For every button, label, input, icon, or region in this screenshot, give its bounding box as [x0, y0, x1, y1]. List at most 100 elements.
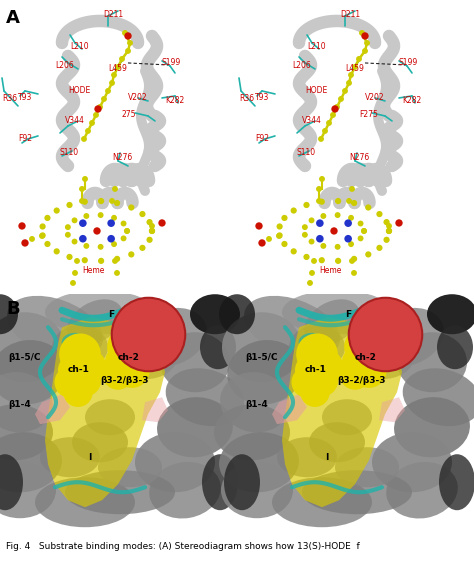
Point	[313, 350, 321, 359]
Point	[71, 237, 78, 246]
Point	[255, 221, 263, 230]
Point	[126, 38, 134, 48]
Ellipse shape	[386, 462, 458, 519]
Text: β1-5/C: β1-5/C	[245, 353, 277, 362]
Point	[303, 200, 310, 210]
Point	[79, 218, 87, 228]
Text: β1-4: β1-4	[8, 400, 31, 409]
Point	[18, 221, 26, 230]
Point	[148, 226, 156, 236]
Point	[81, 174, 89, 183]
Ellipse shape	[427, 294, 474, 334]
Point	[100, 94, 108, 104]
Point	[38, 231, 46, 240]
Point	[64, 222, 72, 232]
Point	[71, 216, 78, 225]
Ellipse shape	[0, 462, 56, 518]
Point	[329, 111, 337, 120]
Point	[123, 226, 131, 236]
Point	[316, 218, 324, 228]
Point	[94, 104, 102, 113]
Point	[365, 250, 372, 259]
Point	[97, 256, 105, 265]
Point	[258, 238, 266, 247]
Ellipse shape	[219, 432, 299, 492]
Point	[376, 243, 383, 253]
Point	[78, 184, 86, 194]
Text: F92: F92	[255, 134, 269, 143]
Ellipse shape	[0, 294, 18, 334]
Point	[321, 126, 329, 136]
Text: L206: L206	[55, 62, 74, 70]
Point	[96, 102, 104, 112]
Ellipse shape	[403, 368, 474, 426]
Point	[395, 218, 403, 228]
Point	[381, 329, 389, 339]
Ellipse shape	[85, 399, 135, 435]
Point	[290, 247, 298, 256]
Point	[111, 256, 119, 265]
Ellipse shape	[72, 422, 128, 462]
Point	[124, 47, 132, 56]
Text: N276: N276	[112, 154, 132, 162]
Point	[311, 388, 319, 397]
Ellipse shape	[135, 432, 215, 492]
Point	[148, 221, 156, 230]
Point	[348, 256, 356, 265]
Point	[385, 226, 393, 236]
Text: N276: N276	[349, 154, 369, 162]
Point	[53, 247, 61, 256]
Point	[97, 211, 104, 220]
Point	[306, 278, 314, 288]
Point	[128, 250, 135, 259]
Text: R36: R36	[2, 94, 17, 104]
Point	[334, 242, 341, 251]
Point	[355, 357, 363, 367]
Point	[80, 134, 88, 144]
Point	[120, 234, 128, 243]
Point	[139, 243, 146, 253]
Point	[351, 370, 359, 379]
Point	[81, 255, 89, 265]
Point	[123, 226, 131, 236]
Polygon shape	[45, 317, 165, 508]
Point	[110, 213, 118, 222]
Ellipse shape	[397, 332, 467, 392]
Point	[301, 222, 309, 232]
Text: L206: L206	[292, 62, 311, 70]
Point	[385, 221, 393, 230]
Point	[93, 226, 101, 236]
Ellipse shape	[439, 454, 474, 510]
Point	[365, 365, 373, 375]
Point	[73, 256, 81, 265]
Point	[276, 222, 283, 231]
Point	[317, 134, 325, 144]
Point	[108, 79, 116, 88]
Point	[108, 196, 116, 205]
Point	[158, 218, 166, 228]
Ellipse shape	[219, 294, 255, 334]
Text: β3-2/β3-3: β3-2/β3-3	[100, 376, 148, 385]
Point	[134, 353, 142, 362]
Point	[97, 242, 104, 251]
Point	[361, 343, 369, 352]
Text: L210: L210	[70, 42, 89, 51]
Point	[360, 226, 368, 236]
Point	[361, 47, 369, 56]
Point	[114, 370, 122, 379]
Point	[333, 102, 341, 112]
Point	[308, 216, 315, 225]
Text: HODE: HODE	[305, 87, 327, 95]
Ellipse shape	[394, 397, 470, 457]
Ellipse shape	[335, 447, 399, 487]
Point	[121, 29, 129, 38]
Point	[319, 242, 327, 251]
Point	[258, 238, 266, 247]
Ellipse shape	[302, 470, 412, 514]
Point	[318, 375, 326, 385]
Point	[334, 256, 342, 265]
Text: L210: L210	[307, 42, 326, 51]
Point	[331, 104, 339, 113]
Text: V202: V202	[365, 94, 384, 102]
Point	[114, 62, 122, 72]
